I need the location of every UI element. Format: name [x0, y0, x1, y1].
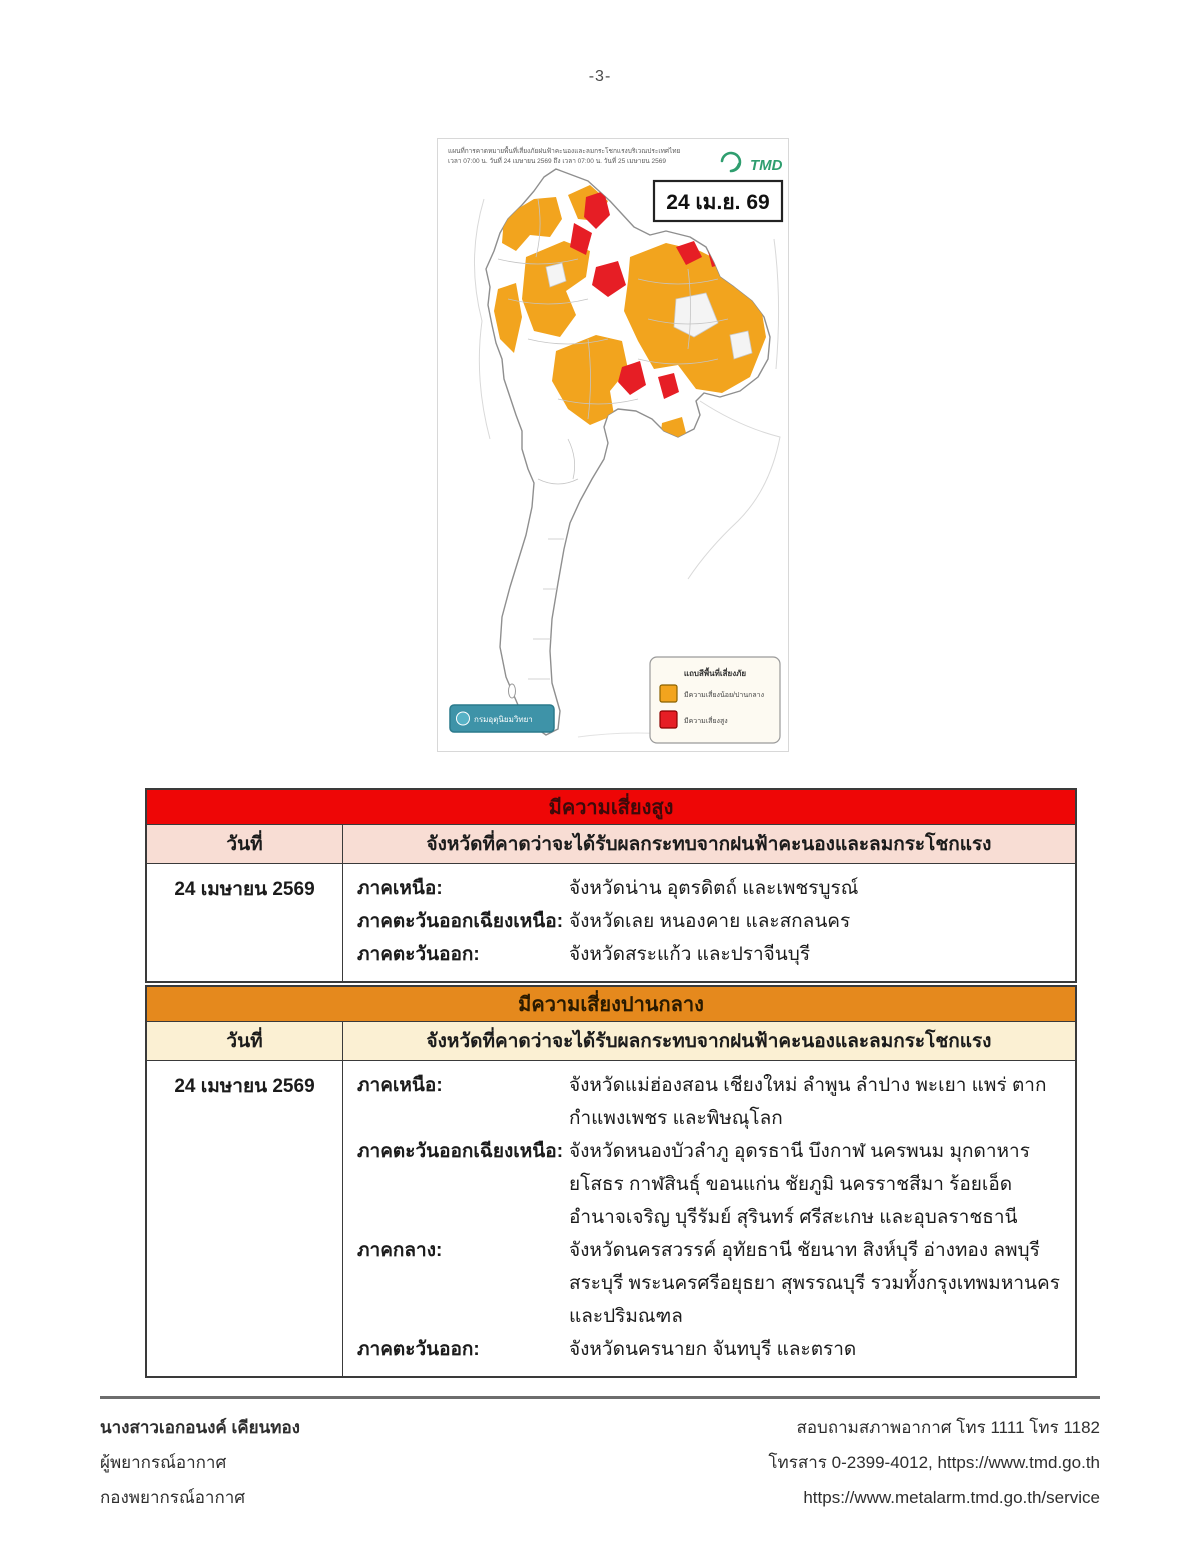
province-boundaries [497, 198, 729, 680]
footer-divider [100, 1396, 1100, 1399]
region-label: ภาคกลาง: [357, 1240, 443, 1261]
region-row: ภาคเหนือ: จังหวัดแม่ฮ่องสอน เชียงใหม่ ลำ… [357, 1069, 1065, 1135]
weather-inquiry-phone: สอบถามสภาพอากาศ โทร 1111 โทร 1182 [796, 1418, 1100, 1437]
tmd-swirl-icon [720, 151, 742, 173]
fax-and-website: โทรสาร 0-2399-4012, https://www.tmd.go.t… [768, 1453, 1100, 1472]
phuket-island [508, 683, 516, 699]
map-legend: แถบสีพื้นที่เสี่ยงภัย มีความเสี่ยงน้อย/ป… [649, 656, 781, 744]
source-badge: กรมอุตุนิยมวิทยา [449, 704, 555, 733]
forecaster-title: ผู้พยากรณ์อากาศ [100, 1453, 227, 1472]
date-cell: 24 เมษายน 2569 [147, 1061, 343, 1376]
source-badge-icon [456, 711, 470, 726]
region-label: ภาคตะวันออกเฉียงเหนือ: [357, 911, 564, 932]
region-label: ภาคตะวันออกเฉียงเหนือ: [357, 1141, 564, 1162]
province-list: จังหวัดสระแก้ว และปราจีนบุรี [569, 944, 811, 965]
legend-item-high: มีความเสี่ยงสูง [659, 710, 728, 729]
legend-item-medium: มีความเสี่ยงน้อย/ปานกลาง [659, 684, 764, 703]
neighbor-outline-west [474, 198, 491, 440]
map-date-badge: 24 เม.ย. 69 [652, 179, 784, 223]
thailand-outline [485, 168, 771, 736]
region-row: ภาคตะวันออกเฉียงเหนือ: จังหวัดเลย หนองคา… [357, 905, 1065, 938]
date-cell: 24 เมษายน 2569 [147, 864, 343, 981]
province-list: จังหวัดนครสวรรค์ อุทัยธานี ชัยนาท สิงห์บ… [569, 1240, 1060, 1327]
high-risk-table: มีความเสี่ยงสูง วันที่ จังหวัดที่คาดว่าจ… [145, 788, 1077, 983]
table-title-high: มีความเสี่ยงสูง [147, 790, 1075, 825]
tmd-logo-text: TMD [750, 157, 783, 174]
province-list: จังหวัดน่าน อุตรดิตถ์ และเพชรบูรณ์ [569, 878, 859, 899]
neighbor-outline-southeast [687, 400, 781, 580]
medium-risk-subheader: วันที่ จังหวัดที่คาดว่าจะได้รับผลกระทบจา… [147, 1022, 1075, 1061]
col-header-date: วันที่ [147, 1022, 343, 1060]
region-label: ภาคตะวันออก: [357, 1339, 480, 1360]
risk-map: แผนที่การคาดหมายพื้นที่เสี่ยงภัยฝนฟ้าคะน… [437, 138, 789, 752]
map-title-line1: แผนที่การคาดหมายพื้นที่เสี่ยงภัยฝนฟ้าคะน… [448, 146, 681, 155]
footer-right: สอบถามสภาพอากาศ โทร 1111 โทร 1182 โทรสาร… [768, 1410, 1100, 1515]
legend-title: แถบสีพื้นที่เสี่ยงภัย [684, 667, 746, 678]
legend-label-high: มีความเสี่ยงสูง [684, 716, 728, 725]
forecaster-name: นางสาวเอกอนงค์ เคียนทอง [100, 1418, 300, 1437]
region-row: ภาคตะวันออก: จังหวัดสระแก้ว และปราจีนบุร… [357, 938, 1065, 971]
neighbor-outline-east [773, 238, 780, 370]
region-label: ภาคเหนือ: [357, 1075, 443, 1096]
legend-swatch-medium [659, 684, 678, 703]
legend-swatch-high [659, 710, 678, 729]
medium-risk-table: มีความเสี่ยงปานกลาง วันที่ จังหวัดที่คาด… [145, 985, 1077, 1378]
col-header-provinces: จังหวัดที่คาดว่าจะได้รับผลกระทบจากฝนฟ้าค… [426, 834, 992, 855]
col-header-provinces: จังหวัดที่คาดว่าจะได้รับผลกระทบจากฝนฟ้าค… [426, 1031, 992, 1052]
region-label: ภาคตะวันออก: [357, 944, 480, 965]
footer-left: นางสาวเอกอนงค์ เคียนทอง ผู้พยากรณ์อากาศ … [100, 1410, 300, 1515]
region-row: ภาคตะวันออก: จังหวัดนครนายก จันทบุรี และ… [357, 1333, 1065, 1366]
province-list: จังหวัดหนองบัวลำภู อุดรธานี บึงกาฬ นครพน… [569, 1141, 1030, 1228]
region-label: ภาคเหนือ: [357, 878, 443, 899]
forecaster-division: กองพยากรณ์อากาศ [100, 1488, 246, 1507]
high-risk-subheader: วันที่ จังหวัดที่คาดว่าจะได้รับผลกระทบจา… [147, 825, 1075, 864]
page-number: -3- [588, 68, 612, 85]
col-header-date: วันที่ [147, 825, 343, 863]
province-list: จังหวัดแม่ฮ่องสอน เชียงใหม่ ลำพูน ลำปาง … [569, 1075, 1047, 1129]
source-badge-label: กรมอุตุนิยมวิทยา [474, 715, 533, 724]
region-row: ภาคเหนือ: จังหวัดน่าน อุตรดิตถ์ และเพชรบ… [357, 872, 1065, 905]
svg-text:24 เม.ย. 69: 24 เม.ย. 69 [666, 191, 769, 214]
legend-label-medium: มีความเสี่ยงน้อย/ปานกลาง [684, 690, 764, 699]
region-row: ภาคตะวันออกเฉียงเหนือ: จังหวัดหนองบัวลำภ… [357, 1135, 1065, 1234]
high-risk-body: 24 เมษายน 2569 ภาคเหนือ: จังหวัดน่าน อุต… [147, 864, 1075, 981]
region-row: ภาคกลาง: จังหวัดนครสวรรค์ อุทัยธานี ชัยน… [357, 1234, 1065, 1333]
province-list: จังหวัดนครนายก จันทบุรี และตราด [569, 1339, 857, 1360]
metalarm-url: https://www.metalarm.tmd.go.th/service [803, 1488, 1100, 1507]
table-title-medium: มีความเสี่ยงปานกลาง [147, 987, 1075, 1022]
medium-risk-body: 24 เมษายน 2569 ภาคเหนือ: จังหวัดแม่ฮ่องส… [147, 1061, 1075, 1376]
province-list: จังหวัดเลย หนองคาย และสกลนคร [569, 911, 851, 932]
map-title-line2: เวลา 07:00 น. วันที่ 24 เมษายน 2569 ถึง … [448, 156, 666, 165]
